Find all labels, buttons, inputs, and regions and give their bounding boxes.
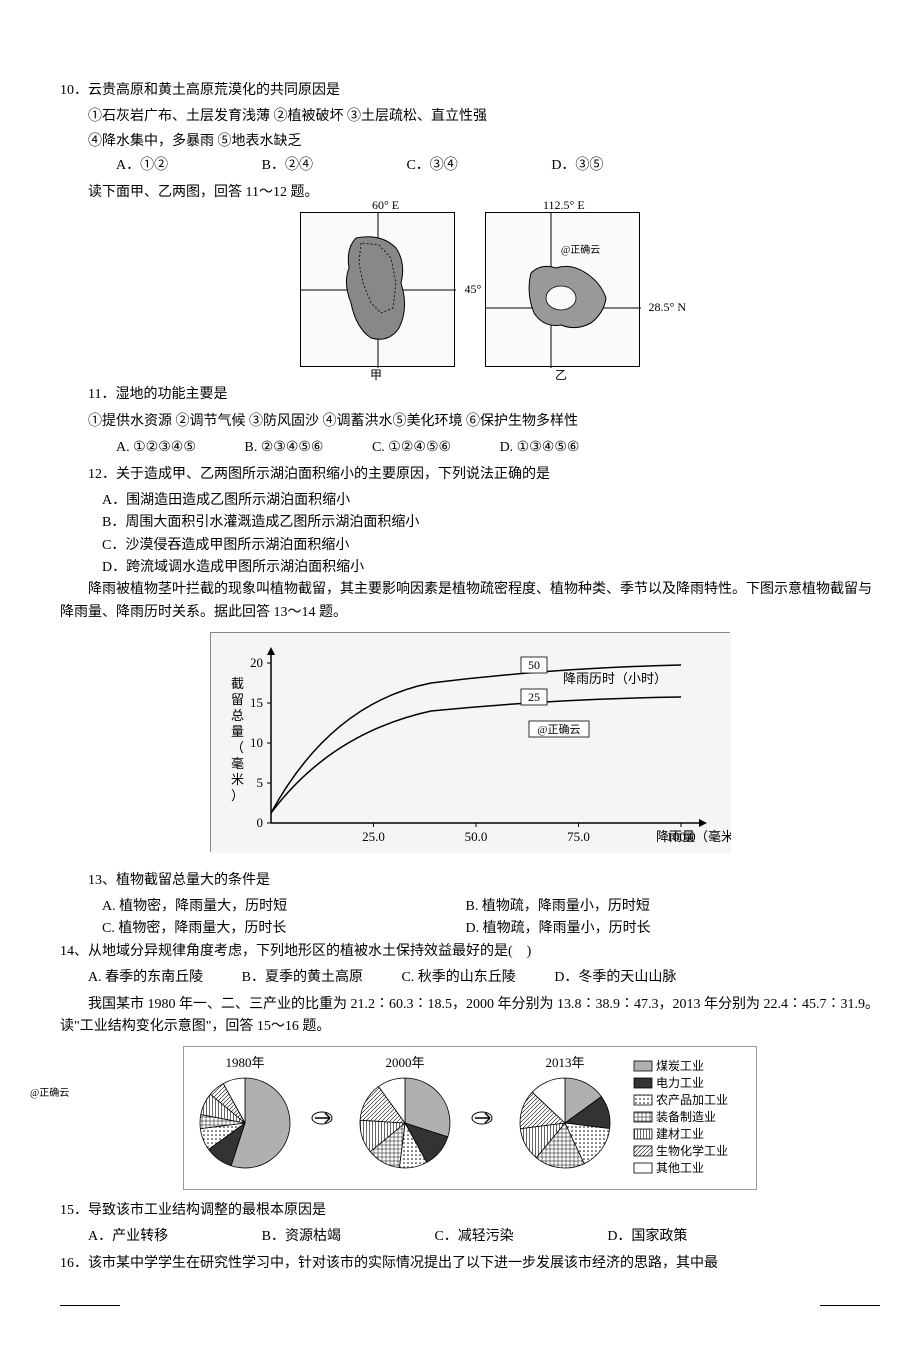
svg-text:截: 截 bbox=[231, 676, 244, 691]
svg-text:农产品加工业: 农产品加工业 bbox=[656, 1093, 728, 1107]
svg-text:其他工业: 其他工业 bbox=[656, 1161, 704, 1175]
map-乙-wm: @正确云 bbox=[561, 243, 600, 259]
q14-opt-d: D．冬季的天山山脉 bbox=[554, 967, 676, 989]
q12-opt-a: A．围湖造田造成乙图所示湖泊面积缩小 bbox=[102, 490, 880, 512]
svg-text:米: 米 bbox=[231, 772, 244, 787]
map-figure: 60° E 45° N 甲 112.5° E bbox=[60, 212, 880, 376]
q14-opt-c: C. 秋季的山东丘陵 bbox=[401, 967, 515, 989]
q12-stem: 12．关于造成甲、乙两图所示湖泊面积缩小的主要原因，下列说法正确的是 bbox=[60, 464, 880, 486]
svg-text:0: 0 bbox=[257, 815, 264, 830]
q13-opt-b: B. 植物疏，降雨量小，历时短 bbox=[466, 896, 826, 918]
svg-text:煤炭工业: 煤炭工业 bbox=[656, 1059, 704, 1073]
q14-stem: 14、从地域分异规律角度考虑，下列地形区的植被水土保持效益最好的是( ) bbox=[60, 941, 880, 963]
q13-row1: A. 植物密，降雨量大，历时短 B. 植物疏，降雨量小，历时短 bbox=[102, 896, 880, 918]
map-intro: 读下面甲、乙两图，回答 11～12 题。 bbox=[60, 182, 880, 204]
q15-opt-a: A．产业转移 bbox=[88, 1226, 168, 1248]
q11-opt-a: A. ①②③④⑤ bbox=[116, 437, 196, 459]
q12-opt-c: C．沙漠侵吞造成甲图所示湖泊面积缩小 bbox=[102, 535, 880, 557]
svg-text:25.0: 25.0 bbox=[362, 829, 385, 844]
svg-text:毫: 毫 bbox=[231, 756, 244, 771]
svg-text:20: 20 bbox=[250, 655, 263, 670]
q11-opt-b: B. ②③④⑤⑥ bbox=[244, 437, 323, 459]
q11-options: A. ①②③④⑤ B. ②③④⑤⑥ C. ①②④⑤⑥ D. ①③④⑤⑥ bbox=[116, 437, 880, 459]
svg-text:50: 50 bbox=[528, 658, 540, 672]
svg-text:建材工业: 建材工业 bbox=[656, 1127, 704, 1141]
q11-opt-c: C. ①②④⑤⑥ bbox=[372, 437, 451, 459]
svg-text:1980年: 1980年 bbox=[225, 1055, 264, 1070]
q14-options: A. 春季的东南丘陵 B．夏季的黄土高原 C. 秋季的山东丘陵 D．冬季的天山山… bbox=[88, 967, 880, 989]
pie-intro: 我国某市 1980 年一、二、三产业的比重为 21.2∶60.3∶18.5，20… bbox=[60, 994, 880, 1039]
q15-opt-c: C．减轻污染 bbox=[434, 1226, 513, 1248]
svg-text:量: 量 bbox=[231, 724, 244, 739]
svg-text:@正确云: @正确云 bbox=[537, 723, 580, 736]
svg-text:电力工业: 电力工业 bbox=[656, 1076, 704, 1090]
q13-stem: 13、植物截留总量大的条件是 bbox=[60, 870, 880, 892]
q11-items: ①提供水资源 ②调节气候 ③防风固沙 ④调蓄洪水⑤美化环境 ⑥保护生物多样性 bbox=[60, 411, 880, 433]
svg-text:降雨量（毫米）: 降雨量（毫米） bbox=[656, 829, 731, 844]
q10-options: A．①② B．②④ C．③④ D．③⑤ bbox=[116, 155, 880, 177]
q10-items2: ④降水集中，多暴雨 ⑤地表水缺乏 bbox=[88, 131, 880, 153]
q10-opt-b: B．②④ bbox=[262, 155, 313, 177]
footer-rule bbox=[60, 1305, 880, 1306]
q13-opt-a: A. 植物密，降雨量大，历时短 bbox=[102, 896, 462, 918]
q11-stem: 11．湿地的功能主要是 bbox=[60, 384, 880, 406]
map-乙-lat: 28.5° N bbox=[649, 298, 686, 317]
map-乙-label: 乙 bbox=[555, 366, 567, 385]
svg-text:装备制造业: 装备制造业 bbox=[656, 1110, 716, 1124]
svg-text:75.0: 75.0 bbox=[567, 829, 590, 844]
svg-text:10: 10 bbox=[250, 735, 263, 750]
q12-opt-b: B．周围大面积引水灌溉造成乙图所示湖泊面积缩小 bbox=[102, 512, 880, 534]
map-甲-label: 甲 bbox=[370, 366, 382, 385]
svg-text:降雨历时（小时）: 降雨历时（小时） bbox=[563, 671, 667, 686]
svg-text:25: 25 bbox=[528, 690, 540, 704]
q10-opt-c: C．③④ bbox=[406, 155, 457, 177]
svg-text:50.0: 50.0 bbox=[465, 829, 488, 844]
q12-opt-d: D．跨流域调水造成甲图所示湖泊面积缩小 bbox=[102, 557, 880, 579]
q16-stem: 16．该市某中学学生在研究性学习中，针对该市的实际情况提出了以下进一步发展该市经… bbox=[60, 1253, 880, 1275]
q10-items: ①石灰岩广布、土层发育浅薄 ②植被破坏 ③土层疏松、直立性强 bbox=[88, 106, 880, 128]
q15-opt-d: D．国家政策 bbox=[607, 1226, 687, 1248]
map-乙: @正确云 bbox=[485, 212, 640, 367]
svg-text:2013年: 2013年 bbox=[545, 1055, 584, 1070]
q14-opt-b: B．夏季的黄土高原 bbox=[242, 967, 363, 989]
q15-opt-b: B．资源枯竭 bbox=[262, 1226, 341, 1248]
chart-intro: 降雨被植物茎叶拦截的现象叫植物截留，其主要影响因素是植物疏密程度、植物种类、季节… bbox=[60, 579, 880, 624]
q13-opt-c: C. 植物密，降雨量大，历时长 bbox=[102, 918, 462, 940]
map-甲 bbox=[300, 212, 455, 367]
q13-opt-d: D. 植物疏，降雨量小，历时长 bbox=[466, 918, 826, 940]
q13-row2: C. 植物密，降雨量大，历时长 D. 植物疏，降雨量小，历时长 bbox=[102, 918, 880, 940]
pie-figure: 1980年2000年2013年@正确云煤炭工业电力工业农产品加工业装备制造业建材… bbox=[60, 1046, 880, 1191]
q10-opt-a: A．①② bbox=[116, 155, 168, 177]
q10-opt-d: D．③⑤ bbox=[551, 155, 603, 177]
q15-options: A．产业转移 B．资源枯竭 C．减轻污染 D．国家政策 bbox=[88, 1226, 880, 1248]
q10-stem: 10．云贵高原和黄土高原荒漠化的共同原因是 bbox=[60, 80, 880, 102]
svg-text:15: 15 bbox=[250, 695, 263, 710]
svg-text:总: 总 bbox=[231, 708, 244, 723]
svg-text:（: （ bbox=[231, 740, 244, 755]
svg-text:2000年: 2000年 bbox=[385, 1055, 424, 1070]
q11-opt-d: D. ①③④⑤⑥ bbox=[500, 437, 580, 459]
retention-chart: 0510152025.050.075.0100.05025降雨历时（小时）@正确… bbox=[60, 632, 880, 861]
svg-text:）: ） bbox=[231, 788, 244, 803]
svg-text:留: 留 bbox=[231, 692, 244, 707]
q14-opt-a: A. 春季的东南丘陵 bbox=[88, 967, 203, 989]
svg-text:生物化学工业: 生物化学工业 bbox=[656, 1143, 728, 1158]
svg-text:5: 5 bbox=[257, 775, 264, 790]
q15-stem: 15．导致该市工业结构调整的最根本原因是 bbox=[60, 1200, 880, 1222]
